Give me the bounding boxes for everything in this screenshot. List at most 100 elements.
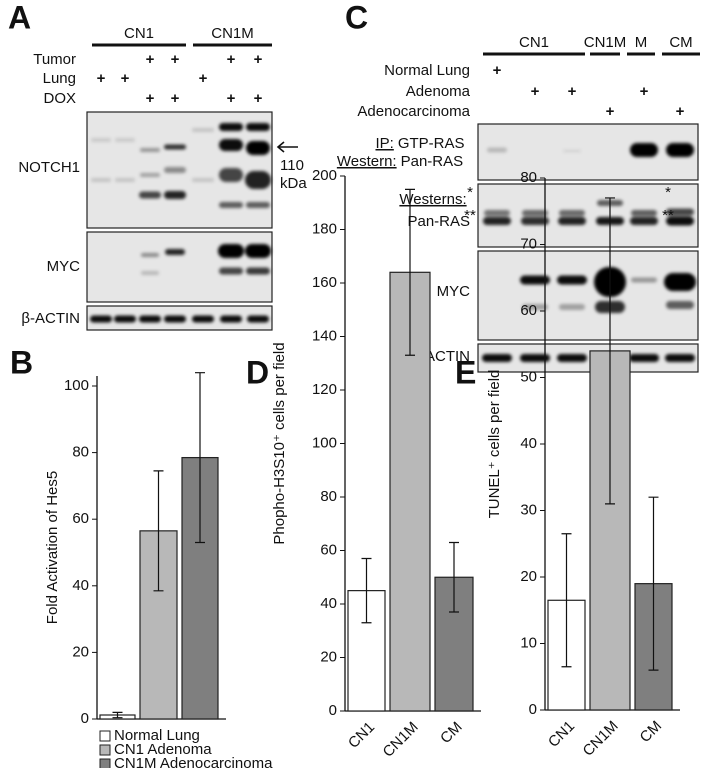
y-tick-label: 80 [320,488,337,505]
group-label: CN1M [211,25,254,42]
band [192,315,214,323]
bands [90,315,269,323]
y-tick-label: 10 [520,634,537,651]
band [521,217,549,225]
band [192,128,214,132]
panel-label: B [10,344,33,380]
error-bar [112,711,123,719]
x-tick-label: CM [437,719,466,748]
arrow [276,141,298,153]
y-tick-label: 120 [312,381,337,398]
plus-sign: + [676,103,685,120]
y-axis-label: Phopho-H3S10⁺ cells per field [271,342,288,544]
plus-sign: + [97,70,106,87]
y-tick-label: 20 [72,643,89,660]
y-tick-label: 200 [312,167,337,184]
plus-sign: + [568,83,577,100]
panel-label: E [455,354,476,390]
band [666,216,694,226]
plus-sign: + [199,70,208,87]
band [487,147,507,153]
y-tick-label: 0 [529,701,537,718]
row-label: DOX [43,90,76,107]
error-bar [153,470,164,592]
plus-sign: + [171,90,180,107]
y-tick-label: 20 [320,648,337,665]
band [219,202,243,208]
annotation: ** [662,207,674,224]
bands [141,244,271,275]
band [219,168,243,182]
plus-sign: + [227,90,236,107]
blot-frame [477,250,699,341]
legend-swatch [99,730,111,742]
plus-sign: + [640,83,649,100]
band [114,315,136,323]
marker-label: 110 [280,157,304,174]
plus-sign: + [146,51,155,68]
plus-sign: + [171,51,180,68]
band [482,354,512,362]
y-tick-label: 50 [520,368,537,385]
band [192,178,214,182]
blot-frame [477,183,699,248]
band [246,202,270,208]
y-tick-label: 40 [320,595,337,612]
band [520,354,550,362]
band [629,354,659,362]
panel-label: D [246,354,269,390]
band [631,210,657,216]
plus-sign: + [606,103,615,120]
y-tick-label: 80 [72,444,89,461]
band [247,315,269,323]
band [140,148,160,152]
plus-sign: + [254,90,263,107]
error-bar [648,496,659,671]
band [522,304,548,310]
bands [91,123,271,208]
y-tick-label: 40 [72,577,89,594]
band [559,210,585,216]
y-tick-label: 60 [520,302,537,319]
band [246,123,270,131]
x-tick-label: CN1M [380,719,422,761]
legend-label: CN1M Adenocarcinoma [114,755,273,768]
y-tick-label: 80 [520,169,537,186]
legend-label: Normal Lung [114,727,200,744]
band [139,315,161,323]
bands [483,200,694,226]
x-tick-label: CN1 [545,718,578,751]
y-axis-label: TUNEL⁺ cells per field [486,370,503,519]
band [665,354,695,362]
legend-label: CN1 Adenoma [114,741,212,758]
blot-frame [86,231,273,303]
panel-label: A [8,0,31,35]
blot-frame [477,343,699,373]
ip-line: IP: GTP-RAS [375,135,464,152]
plus-sign: + [121,70,130,87]
annotation: * [665,184,671,201]
blot-label: β-ACTIN [21,310,80,327]
band [666,301,694,309]
plus-sign: + [227,51,236,68]
band [139,191,161,199]
band [219,123,243,131]
y-tick-label: 60 [72,510,89,527]
band [666,143,694,157]
band [91,138,111,142]
row-label: Normal Lung [384,62,470,79]
plus-sign: + [531,83,540,100]
error-bar [361,557,372,624]
band [245,171,271,189]
band [220,315,242,323]
western-line: Western: Pan-RAS [337,153,463,170]
western-label: Western: [337,153,397,170]
band [115,138,135,142]
y-tick-label: 70 [520,235,537,252]
error-bar [449,541,459,613]
band [91,178,111,182]
y-tick-label: 40 [520,435,537,452]
band [219,267,243,275]
y-axis-label: Fold Activation of Hes5 [44,471,61,624]
